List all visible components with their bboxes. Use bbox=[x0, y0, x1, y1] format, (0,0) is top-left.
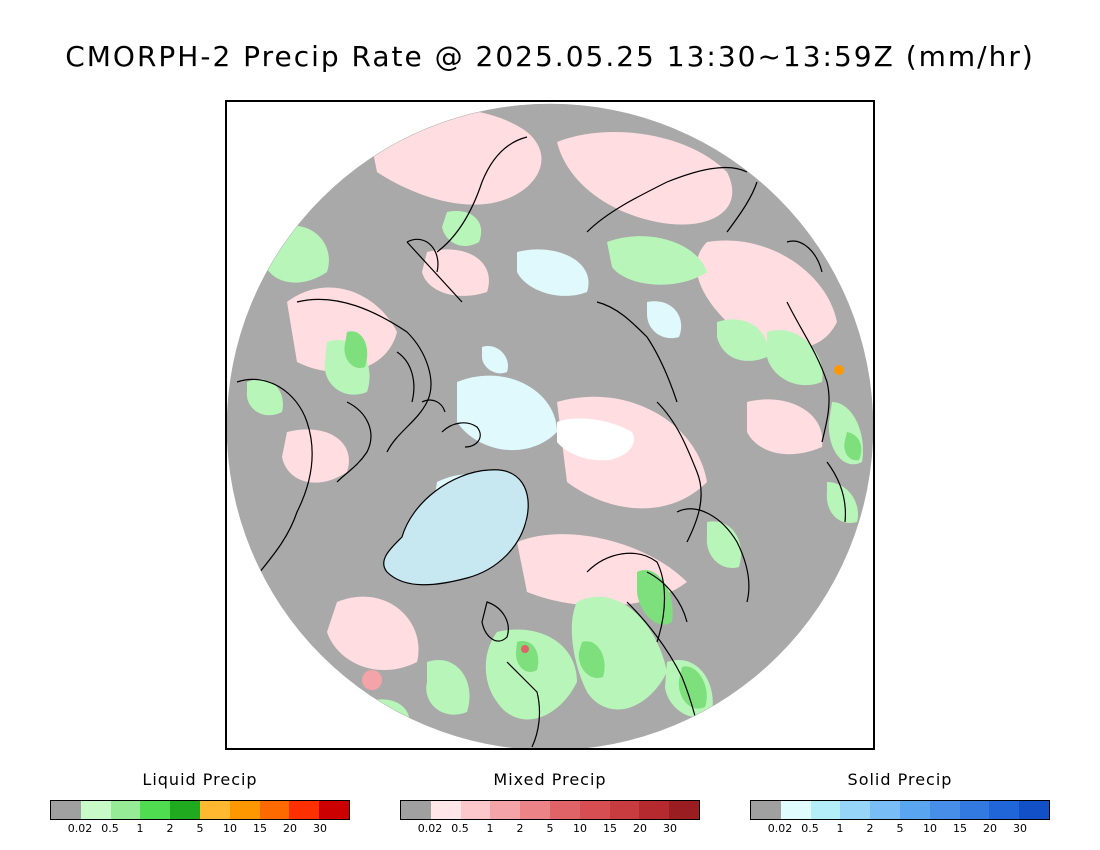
heavy-rain-cell bbox=[834, 365, 844, 375]
greenland-outline bbox=[383, 469, 529, 586]
legend-color-box bbox=[780, 801, 811, 819]
legend-color-box bbox=[929, 801, 960, 819]
mixed-precip-areas bbox=[282, 108, 837, 690]
polar-precip-map bbox=[225, 100, 875, 750]
legend-color-box bbox=[110, 801, 141, 819]
legend-color-box bbox=[639, 801, 670, 819]
legend-color-box bbox=[899, 801, 930, 819]
legend-color-box bbox=[1019, 801, 1049, 819]
legend-tick-label: 0.02 bbox=[67, 822, 93, 835]
tick-labels: 0.02 0.5 1 2 5 10 15 20 30 bbox=[50, 822, 350, 836]
mixed-heavy-cell bbox=[521, 645, 529, 653]
color-bar bbox=[750, 800, 1050, 820]
legend-color-box bbox=[460, 801, 491, 819]
liquid-precip-legend: Liquid Precip 0.02 0.5 1 2 5 10 15 20 30 bbox=[50, 770, 350, 840]
legend-tick-label: 5 bbox=[896, 822, 904, 835]
legend-tick-label: 1 bbox=[136, 822, 144, 835]
tick-labels: 0.02 0.5 1 2 5 10 15 20 30 bbox=[400, 822, 700, 836]
legend-color-box bbox=[669, 801, 699, 819]
legend-tick-label: 10 bbox=[223, 822, 237, 835]
legend-color-box bbox=[289, 801, 320, 819]
legend-color-box bbox=[579, 801, 610, 819]
legend-title: Mixed Precip bbox=[493, 770, 607, 789]
legend-color-box bbox=[199, 801, 230, 819]
legend-tick-label: 15 bbox=[603, 822, 617, 835]
legend-tick-label: 2 bbox=[516, 822, 524, 835]
sea-ice-area bbox=[557, 418, 635, 461]
legend-tick-label: 30 bbox=[663, 822, 677, 835]
legend-tick-label: 0.5 bbox=[451, 822, 469, 835]
legend-color-box bbox=[170, 801, 200, 819]
color-bar bbox=[50, 800, 350, 820]
legend-tick-label: 5 bbox=[546, 822, 554, 835]
legend-tick-label: 0.5 bbox=[801, 822, 819, 835]
legend-tick-label: 5 bbox=[196, 822, 204, 835]
legend-tick-label: 0.5 bbox=[101, 822, 119, 835]
legend-tick-label: 30 bbox=[1013, 822, 1027, 835]
legend-tick-label: 10 bbox=[923, 822, 937, 835]
solid-precip-legend: Solid Precip 0.02 0.5 1 2 5 10 15 20 30 bbox=[750, 770, 1050, 840]
legend-color-box bbox=[80, 801, 111, 819]
legend-color-box bbox=[609, 801, 640, 819]
legend-color-box bbox=[520, 801, 550, 819]
legend-tick-label: 1 bbox=[486, 822, 494, 835]
legend-color-box bbox=[870, 801, 900, 819]
legend-color-box bbox=[259, 801, 290, 819]
legend-tick-label: 0.02 bbox=[417, 822, 443, 835]
color-bar bbox=[400, 800, 700, 820]
legend-tick-label: 20 bbox=[633, 822, 647, 835]
legend-tick-label: 1 bbox=[836, 822, 844, 835]
map-title: CMORPH-2 Precip Rate @ 2025.05.25 13:30~… bbox=[65, 40, 1035, 73]
legend-color-box bbox=[401, 801, 431, 819]
legend-tick-label: 20 bbox=[983, 822, 997, 835]
coastlines bbox=[236, 136, 847, 748]
tick-labels: 0.02 0.5 1 2 5 10 15 20 30 bbox=[750, 822, 1050, 836]
legend-color-box bbox=[490, 801, 521, 819]
legend-color-box bbox=[810, 801, 841, 819]
legend-title: Solid Precip bbox=[847, 770, 953, 789]
legend-color-box bbox=[140, 801, 171, 819]
mixed-precip-legend: Mixed Precip 0.02 0.5 1 2 5 10 15 20 30 bbox=[400, 770, 700, 840]
legend-tick-label: 2 bbox=[166, 822, 174, 835]
legend-color-box bbox=[959, 801, 990, 819]
map-disc bbox=[227, 104, 873, 748]
map-canvas bbox=[227, 103, 873, 748]
legend-title: Liquid Precip bbox=[142, 770, 258, 789]
legend-color-box bbox=[51, 801, 81, 819]
legend-color-box bbox=[549, 801, 580, 819]
legend-color-box bbox=[989, 801, 1020, 819]
legend-color-box bbox=[751, 801, 781, 819]
legend-tick-label: 20 bbox=[283, 822, 297, 835]
legend-tick-label: 0.02 bbox=[767, 822, 793, 835]
legend-color-box bbox=[430, 801, 461, 819]
legend-color-box bbox=[229, 801, 260, 819]
legend-tick-label: 30 bbox=[313, 822, 327, 835]
legend-color-box bbox=[319, 801, 349, 819]
legend-tick-label: 10 bbox=[573, 822, 587, 835]
legend-tick-label: 15 bbox=[953, 822, 967, 835]
legend-tick-label: 2 bbox=[866, 822, 874, 835]
liquid-precip-areas bbox=[246, 211, 863, 736]
legend-tick-label: 15 bbox=[253, 822, 267, 835]
legend-color-box bbox=[840, 801, 871, 819]
